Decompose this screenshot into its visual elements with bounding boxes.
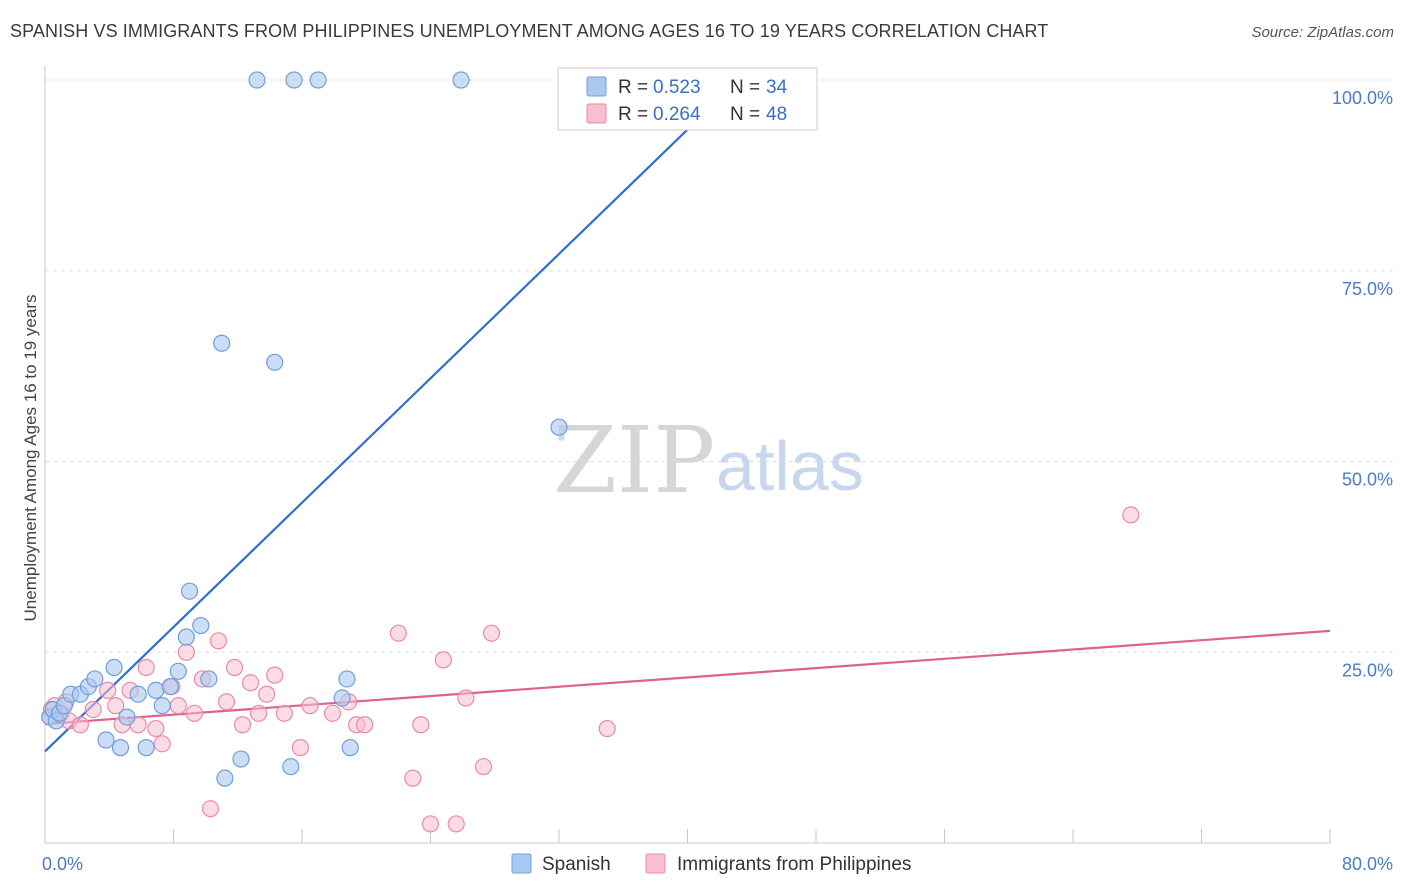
y-tick-labels: 100.0% 75.0% 50.0% 25.0% <box>1332 88 1393 680</box>
data-point-spanish <box>180 582 199 600</box>
legend-n-label-spanish: N = <box>730 77 760 98</box>
philippines-points <box>41 506 1140 833</box>
data-point-spanish <box>97 731 115 749</box>
data-point-philippines <box>201 800 220 818</box>
bottom-legend: Spanish Immigrants from Philippines <box>511 853 911 875</box>
source-credit: Source: ZipAtlas.com <box>1251 24 1394 41</box>
data-point-philippines <box>474 758 493 776</box>
grid-lines <box>45 79 1394 653</box>
data-point-philippines <box>217 693 236 711</box>
data-point-philippines <box>242 674 260 692</box>
data-point-philippines <box>153 735 171 753</box>
watermark-atlas: atlas <box>716 427 864 505</box>
trend-line-philippines <box>44 629 1331 726</box>
data-point-spanish <box>232 750 250 768</box>
x-tick-labels: 0.0% 80.0% <box>42 854 1393 874</box>
data-point-philippines <box>447 815 465 833</box>
legend-n-value-spanish: 34 <box>766 77 788 98</box>
data-point-spanish <box>333 689 351 707</box>
x-tick-label: 80.0% <box>1342 854 1393 874</box>
data-point-philippines <box>412 716 430 734</box>
data-point-spanish <box>161 677 179 696</box>
legend-r-label-philippines: R = <box>618 104 648 125</box>
data-point-spanish <box>111 739 130 757</box>
data-point-philippines <box>1122 506 1140 524</box>
data-point-philippines <box>457 689 475 707</box>
data-point-spanish <box>213 334 231 352</box>
data-point-spanish <box>216 769 234 787</box>
y-tick-label: 75.0% <box>1342 279 1393 299</box>
data-point-philippines <box>169 697 187 715</box>
data-point-philippines <box>301 697 319 715</box>
spanish-points <box>41 71 568 787</box>
legend-n-label-philippines: N = <box>730 104 760 125</box>
legend-swatch-philippines <box>586 103 607 124</box>
data-point-philippines <box>107 697 125 715</box>
data-point-philippines <box>71 716 89 734</box>
trend-line-spanish <box>44 128 689 753</box>
data-point-spanish <box>129 685 147 703</box>
data-point-spanish <box>137 739 155 757</box>
data-point-philippines <box>389 624 407 642</box>
data-point-spanish <box>282 758 300 776</box>
data-point-spanish <box>118 708 136 726</box>
data-point-spanish <box>341 739 359 757</box>
data-point-spanish <box>248 71 266 89</box>
data-point-spanish <box>86 670 104 688</box>
data-point-philippines <box>434 651 452 669</box>
bottom-legend-label-philippines: Immigrants from Philippines <box>677 854 911 875</box>
legend-r-value-spanish: 0.523 <box>653 77 701 98</box>
data-point-philippines <box>323 704 342 722</box>
watermark-zip: ZIP <box>553 407 715 514</box>
data-point-spanish <box>338 670 356 688</box>
data-point-philippines <box>598 719 616 738</box>
data-point-philippines <box>225 658 244 677</box>
data-point-philippines <box>482 624 501 642</box>
data-point-spanish <box>147 681 165 700</box>
legend-r-value-philippines: 0.264 <box>653 104 701 125</box>
data-point-spanish <box>177 628 195 646</box>
data-point-spanish <box>309 71 327 89</box>
legend-swatch-spanish <box>586 76 607 97</box>
data-point-philippines <box>177 643 195 661</box>
data-point-spanish <box>452 71 470 89</box>
data-point-philippines <box>356 716 374 734</box>
chart-title: SPANISH VS IMMIGRANTS FROM PHILIPPINES U… <box>10 21 1049 41</box>
y-tick-label: 100.0% <box>1332 88 1393 108</box>
bottom-legend-swatch-philippines <box>645 853 666 874</box>
data-point-spanish <box>266 353 284 371</box>
data-point-spanish <box>200 670 218 688</box>
data-point-philippines <box>404 769 422 787</box>
data-point-spanish <box>153 697 171 715</box>
data-point-philippines <box>258 685 276 703</box>
y-axis-label: Unemployment Among Ages 16 to 19 years <box>21 295 40 622</box>
data-point-spanish <box>550 418 568 436</box>
legend-n-value-philippines: 48 <box>766 104 787 125</box>
data-point-philippines <box>291 739 309 757</box>
data-point-philippines <box>147 719 165 738</box>
data-point-philippines <box>233 716 252 734</box>
data-point-philippines <box>421 815 440 833</box>
data-point-spanish <box>169 662 187 680</box>
data-point-philippines <box>209 632 228 650</box>
data-point-philippines <box>185 704 203 722</box>
x-tick-label: 0.0% <box>42 854 83 874</box>
data-point-philippines <box>275 704 293 722</box>
legend-r-label-spanish: R = <box>618 77 648 98</box>
y-tick-label: 25.0% <box>1342 660 1393 680</box>
bottom-legend-label-spanish: Spanish <box>542 854 611 875</box>
data-point-philippines <box>266 666 284 684</box>
data-point-spanish <box>192 616 210 635</box>
legend: R = 0.523 N = 34 R = 0.264 N = 48 <box>557 67 818 131</box>
data-point-philippines <box>250 704 268 722</box>
bottom-legend-swatch-spanish <box>511 853 532 874</box>
data-point-philippines <box>137 658 155 677</box>
data-point-philippines <box>99 681 117 700</box>
y-tick-label: 50.0% <box>1342 470 1393 490</box>
data-point-spanish <box>105 658 123 677</box>
watermark: ZIP atlas <box>553 407 864 514</box>
data-point-spanish <box>285 71 303 89</box>
data-point-philippines <box>84 700 102 719</box>
